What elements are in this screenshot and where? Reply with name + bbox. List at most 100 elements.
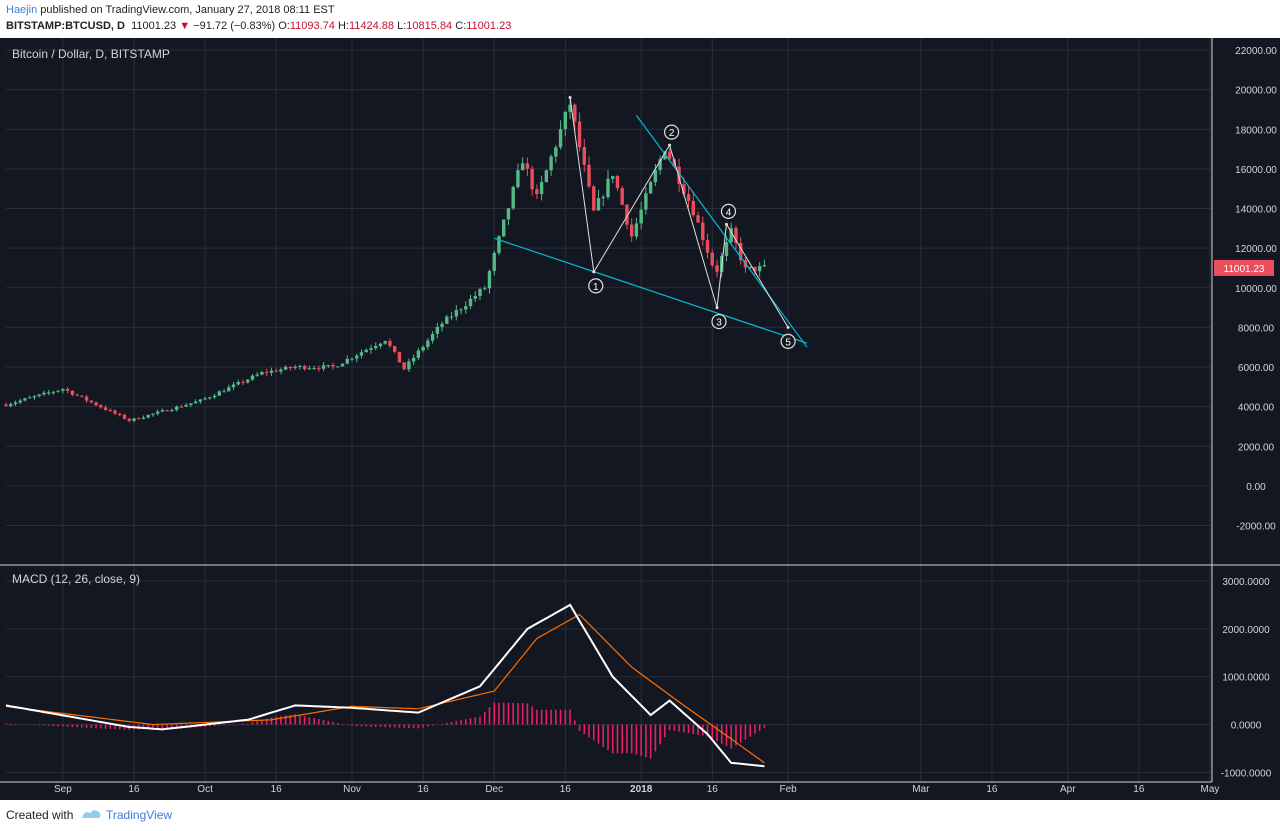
candle-body [407, 361, 411, 370]
candle-body [639, 209, 643, 224]
candle-body [459, 309, 463, 311]
candle-body [99, 405, 103, 408]
candle-body [511, 187, 515, 209]
candle-body [392, 345, 397, 352]
candle-body [378, 343, 383, 347]
candle-body [208, 397, 212, 399]
candle-body [421, 346, 425, 351]
candle-body [250, 375, 255, 380]
candle-body [364, 349, 368, 353]
candle-body [539, 182, 544, 195]
candle-body [75, 394, 79, 396]
candle-body [464, 306, 468, 310]
candle-body [573, 104, 577, 122]
candle-body [241, 381, 245, 383]
candle-body [302, 365, 307, 369]
wave-point [592, 270, 596, 274]
candle-body [46, 392, 51, 394]
candle-body [18, 400, 22, 403]
candle-body [497, 236, 501, 253]
created-with-text: Created with [6, 808, 74, 822]
high-label: H: [337, 20, 349, 32]
candle-body [705, 240, 710, 253]
candle-body [516, 170, 520, 188]
candle-body [596, 198, 601, 211]
time-axis-tick: 16 [560, 784, 572, 795]
price-change: −91.72 (−0.83%) [193, 20, 276, 32]
time-axis-tick: 16 [271, 784, 283, 795]
candle-body [535, 189, 539, 195]
candle-body [525, 163, 530, 169]
candle-body [265, 372, 269, 374]
wave-label: 1 [593, 282, 599, 293]
candle-body [170, 409, 174, 412]
chart-canvas[interactable]: 1 2 3 4 5 22000.00 20000.00 18000.00 16000.00 14… [0, 38, 1280, 800]
price-axis-tick: 14000.00 [1235, 205, 1277, 216]
wave-label-circle [711, 313, 727, 330]
macd-axis-tick: 0.0000 [1231, 721, 1262, 732]
macd-layer [5, 603, 766, 768]
high-value: 11424.88 [348, 20, 395, 32]
elliott-wave-path[interactable] [569, 97, 789, 328]
candle-body [753, 266, 757, 272]
candle-body [279, 369, 283, 372]
candle-body [487, 270, 492, 289]
chart-header: Haejin published on TradingView.com, Jan… [0, 0, 1280, 38]
candle-body [350, 358, 354, 360]
wave-label: 5 [785, 337, 791, 348]
candle-body [51, 391, 56, 393]
candle-body [440, 323, 444, 327]
candle-body [506, 208, 511, 220]
candle-body [748, 266, 752, 268]
candle-body [606, 178, 610, 197]
candle-body [355, 355, 359, 359]
candle-body [359, 352, 364, 356]
candle-body [411, 357, 416, 362]
author-link[interactable]: Haejin [6, 4, 38, 16]
candle-body [326, 365, 331, 367]
open-label: O: [278, 20, 290, 32]
price-axis-tick: 4000.00 [1238, 403, 1275, 414]
candle-body [89, 400, 94, 403]
candle-body [724, 242, 729, 256]
candle-body [336, 366, 340, 368]
tradingview-logo-icon[interactable] [80, 806, 102, 822]
price-axis-tick: 20000.00 [1235, 86, 1277, 97]
candle-body [179, 406, 184, 408]
candle-body [317, 368, 321, 370]
down-arrow-icon: ▼ [179, 20, 191, 32]
wave-label-circle [780, 333, 796, 349]
candle-body [402, 362, 406, 370]
last-price-badge-text: 11001.23 [1224, 264, 1265, 275]
candle-body [28, 397, 32, 399]
symbol-label: BITSTAMP:BTCUSD, D [6, 20, 125, 32]
candle-body [113, 410, 117, 414]
candle-body [502, 219, 506, 237]
trendline[interactable] [635, 115, 808, 348]
time-axis-tick: 16 [986, 784, 998, 795]
candle-body [84, 396, 89, 401]
tradingview-brand-link[interactable]: TradingView [106, 808, 173, 822]
candle-body [473, 296, 477, 299]
candle-body [13, 402, 18, 405]
time-axis-tick: Oct [197, 784, 213, 795]
candle-body [32, 396, 37, 398]
candle-body [426, 340, 430, 347]
candle-body [165, 410, 169, 412]
candle-body [710, 252, 714, 266]
candle-body [416, 350, 421, 358]
candle-body [577, 121, 582, 148]
candle-body [397, 351, 402, 363]
price-axis-tick: 16000.00 [1235, 165, 1277, 176]
trendline[interactable] [494, 237, 808, 344]
candle-body [288, 366, 293, 369]
candle-body [648, 182, 653, 194]
time-axis-tick: Sep [54, 784, 72, 795]
candle-body [132, 418, 136, 421]
candle-body [615, 176, 620, 189]
candle-body [331, 365, 335, 367]
publish-line: Haejin published on TradingView.com, Jan… [6, 4, 335, 16]
candle-body [558, 129, 563, 148]
time-axis-tick: 16 [418, 784, 430, 795]
candle-body [203, 398, 207, 400]
